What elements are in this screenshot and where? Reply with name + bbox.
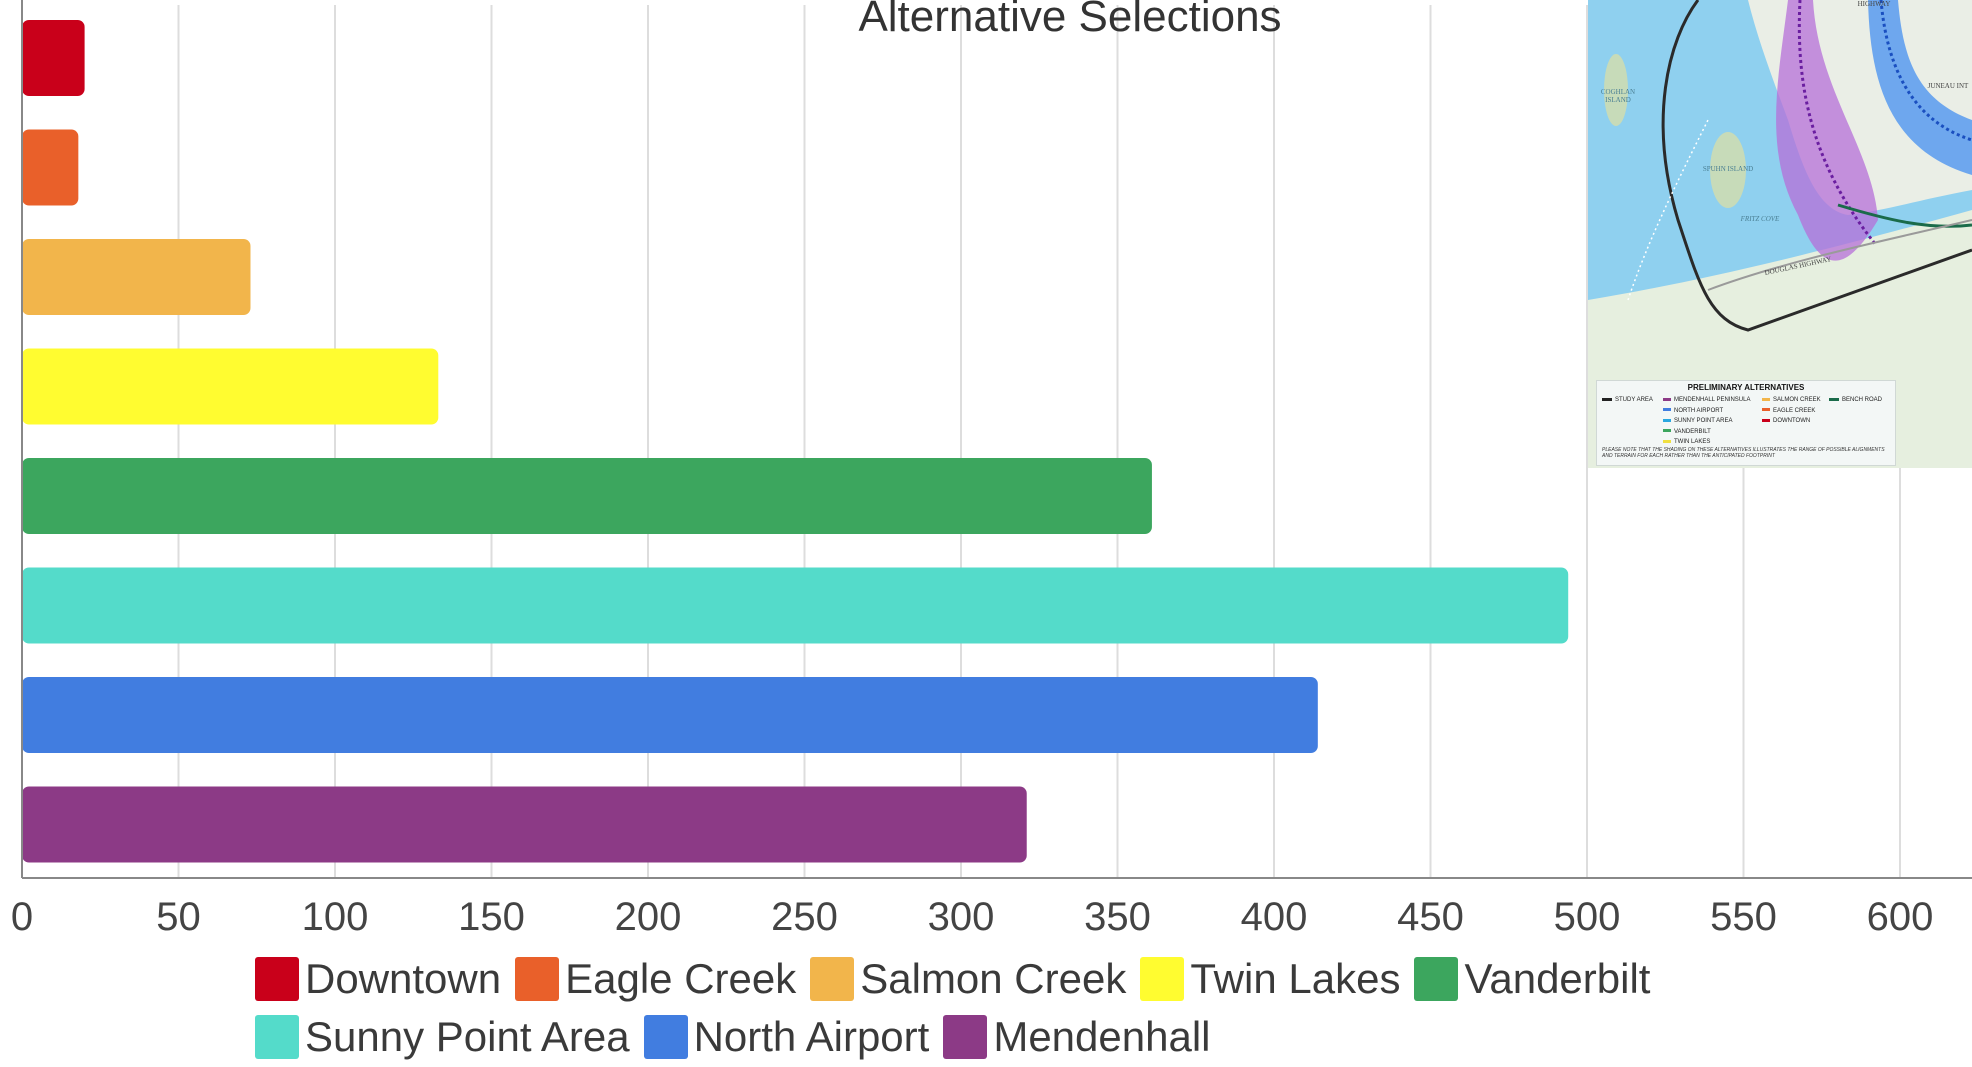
legend-item: Eagle Creek bbox=[515, 955, 796, 1003]
legend-swatch bbox=[255, 957, 299, 1001]
map-legend: PRELIMINARY ALTERNATIVES STUDY AREA MEND… bbox=[1596, 380, 1896, 466]
bar-twin-lakes bbox=[22, 348, 439, 425]
map-legend-col-4: BENCH ROAD bbox=[1829, 395, 1882, 406]
x-tick-label: 500 bbox=[1554, 895, 1621, 939]
legend-row: Sunny Point Area North Airport Mendenhall bbox=[255, 1008, 1855, 1066]
legend-item: Sunny Point Area bbox=[255, 1013, 630, 1061]
legend-label: Sunny Point Area bbox=[305, 1013, 630, 1060]
x-tick-label: 50 bbox=[156, 895, 201, 939]
x-tick-label: 200 bbox=[615, 895, 682, 939]
bar-mendenhall bbox=[22, 786, 1027, 863]
x-tick-label: 600 bbox=[1867, 895, 1934, 939]
map-legend-item: STUDY AREA bbox=[1615, 397, 1653, 403]
map-legend-title: PRELIMINARY ALTERNATIVES bbox=[1687, 383, 1805, 392]
map-legend-item: BENCH ROAD bbox=[1842, 397, 1883, 403]
x-tick-label: 550 bbox=[1710, 895, 1777, 939]
map-label-juneau: JUNEAU INT bbox=[1927, 82, 1969, 90]
chart-title: Alternative Selections bbox=[858, 0, 1282, 41]
map-label-fritz: FRITZ COVE bbox=[1740, 215, 1780, 223]
bar-salmon-creek bbox=[22, 239, 251, 315]
map-legend-item: NORTH AIRPORT bbox=[1674, 407, 1724, 414]
map-inset: COGHLAN ISLAND SPUHN ISLAND FRITZ COVE D… bbox=[1588, 0, 1972, 468]
legend-row: Downtown Eagle Creek Salmon Creek Twin Lake… bbox=[255, 950, 1855, 1008]
legend-item: Twin Lakes bbox=[1140, 955, 1400, 1003]
legend-label: Twin Lakes bbox=[1190, 955, 1401, 1002]
legend-item: Mendenhall bbox=[943, 1013, 1211, 1061]
bar-north-airport bbox=[22, 677, 1318, 753]
map-legend-item: VANDERBILT bbox=[1674, 428, 1711, 435]
map-legend-item: EAGLE CREEK bbox=[1773, 407, 1816, 414]
bar-vanderbilt bbox=[22, 458, 1152, 534]
map-legend-item: MENDENHALL PENINSULA bbox=[1674, 397, 1751, 403]
x-tick-label: 100 bbox=[302, 895, 369, 939]
map-legend-item: SALMON CREEK bbox=[1773, 397, 1821, 403]
legend-item: Salmon Creek bbox=[810, 955, 1126, 1003]
x-tick-label: 0 bbox=[11, 895, 33, 939]
map-label-highway: HIGHWAY bbox=[1857, 0, 1891, 8]
chart-legend: Downtown Eagle Creek Salmon Creek Twin Lake… bbox=[255, 950, 1855, 1066]
map-legend-note: PLEASE NOTE THAT THE SHADING ON THESE AL… bbox=[1602, 447, 1885, 459]
legend-item: Vanderbilt bbox=[1414, 955, 1650, 1003]
map-legend-col-1: STUDY AREA bbox=[1602, 395, 1653, 406]
legend-swatch bbox=[943, 1015, 988, 1059]
x-tick-label: 450 bbox=[1397, 895, 1464, 939]
legend-label: Downtown bbox=[305, 955, 502, 1002]
legend-swatch bbox=[643, 1015, 688, 1059]
legend-item: North Airport bbox=[643, 1013, 930, 1061]
map-legend-item: TWIN LAKES bbox=[1674, 439, 1711, 445]
x-tick-label: 400 bbox=[1241, 895, 1308, 939]
bars bbox=[22, 20, 1569, 863]
legend-swatch bbox=[1414, 957, 1459, 1001]
bar-sunny-point-area bbox=[22, 567, 1569, 644]
bar-downtown bbox=[22, 20, 85, 96]
axes: 0 50 100 150 200 250 300 350 400 450 500 550 600 bbox=[11, 0, 1972, 939]
legend-label: North Airport bbox=[693, 1013, 930, 1060]
legend-label: Eagle Creek bbox=[565, 955, 797, 1002]
legend-swatch bbox=[810, 957, 855, 1001]
x-tick-label: 350 bbox=[1084, 895, 1151, 939]
map-legend-item: DOWNTOWN bbox=[1773, 418, 1811, 424]
legend-label: Salmon Creek bbox=[860, 955, 1127, 1002]
legend-item: Downtown bbox=[255, 955, 501, 1003]
legend-swatch bbox=[1140, 957, 1185, 1001]
map-label-spuhn: SPUHN ISLAND bbox=[1702, 165, 1754, 173]
legend-swatch bbox=[515, 957, 560, 1001]
x-tick-label: 300 bbox=[928, 895, 995, 939]
legend-swatch bbox=[255, 1015, 299, 1059]
legend-label: Vanderbilt bbox=[1464, 955, 1651, 1002]
map-legend-col-2: MENDENHALL PENINSULA NORTH AIRPORT SUNNY… bbox=[1663, 395, 1750, 448]
map-legend-col-3: SALMON CREEK EAGLE CREEK DOWNTOWN bbox=[1762, 395, 1821, 427]
map-legend-item: SUNNY POINT AREA bbox=[1674, 418, 1733, 424]
legend-label: Mendenhall bbox=[993, 1013, 1211, 1060]
bar-eagle-creek bbox=[22, 129, 79, 206]
map-label-coghlan: COGHLAN ISLAND bbox=[1600, 88, 1636, 104]
x-tick-label: 250 bbox=[771, 895, 838, 939]
x-tick-label: 150 bbox=[458, 895, 525, 939]
